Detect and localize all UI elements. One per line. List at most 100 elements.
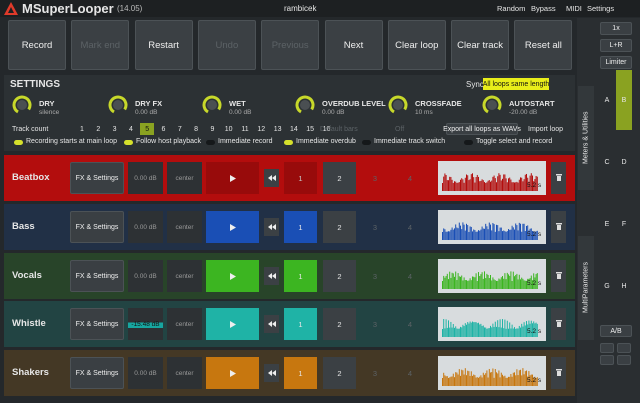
import-button[interactable]: Import loop [528,126,564,133]
param-slot[interactable]: G [599,256,615,316]
track-count-option[interactable]: 13 [273,125,282,133]
param-slot[interactable]: H [616,256,632,316]
toolbar-button[interactable]: Mark end [71,20,130,70]
track-count-option[interactable]: 10 [224,125,233,133]
slot-button[interactable]: 4 [407,222,413,232]
gain-field[interactable]: 0.00 dB [128,211,163,243]
side-button[interactable]: 1x [600,22,632,35]
knob [202,95,222,115]
fx-button[interactable]: FX & Settings [70,260,124,292]
checkbox[interactable] [464,140,473,145]
slot-button[interactable]: 1 [284,357,317,389]
pan-field[interactable]: center [167,211,202,243]
checkbox-label: Immediate track switch [374,138,446,145]
rewind-icon [268,273,276,279]
checkbox[interactable] [362,140,371,145]
toolbar-button[interactable]: Restart [134,20,193,70]
param-slot[interactable]: E [599,194,615,254]
checkbox[interactable] [206,140,215,145]
param-slot[interactable]: F [616,194,632,254]
slot-button[interactable]: 1 [284,211,317,243]
slot-button[interactable]: 4 [407,173,413,183]
gain-field[interactable]: 0.00 dB [128,162,163,194]
menu-item[interactable]: Settings [587,4,615,13]
gain-field[interactable]: 0.00 dB [128,260,163,292]
menu-item[interactable]: Bypass [531,4,556,13]
checkbox[interactable] [124,140,133,145]
toolbar-button[interactable]: Clear track [451,20,510,70]
toolbar-button[interactable]: Next [324,20,383,70]
side-icon[interactable] [617,343,631,353]
sync-value[interactable]: All loops same length [483,78,549,90]
ab-button[interactable]: A/B [600,325,632,337]
header-bar [0,0,640,17]
side-icon[interactable] [600,343,614,353]
toolbar-button[interactable]: Reset all [514,20,573,70]
track-count-option[interactable]: 5 [140,123,155,135]
slot-button[interactable]: 1 [284,162,317,194]
toolbar-button[interactable]: Previous [261,20,320,70]
menu-item[interactable]: Random [497,4,526,13]
menu-item[interactable]: MIDI [566,4,582,13]
slot-button[interactable]: 3 [372,271,378,281]
slot-button[interactable]: 2 [323,357,356,389]
slot-button[interactable]: 2 [323,211,356,243]
track-count-option[interactable]: 9 [210,125,215,133]
default-bars[interactable]: Default bars [320,126,358,133]
track-count-option[interactable]: 6 [161,125,166,133]
gain-field[interactable]: 0.00 dB [128,357,163,389]
track-count-option[interactable]: 7 [177,125,182,133]
loop-length: 5.2 s [527,182,542,189]
gain-field[interactable]: -15.48 dB [128,308,163,340]
side-button[interactable]: Limiter [600,56,632,69]
toolbar-button[interactable]: Record [8,20,66,70]
slot-button[interactable]: 3 [372,222,378,232]
track-count-option[interactable]: 2 [96,125,101,133]
fx-button[interactable]: FX & Settings [70,308,124,340]
knob [482,95,502,115]
pan-field[interactable]: center [167,162,202,194]
fx-button[interactable]: FX & Settings [70,211,124,243]
checkbox[interactable] [284,140,293,145]
side-icon[interactable] [600,355,614,365]
slot-button[interactable]: 2 [323,308,356,340]
track-count-option[interactable]: 11 [241,125,249,133]
rewind-icon [268,175,276,181]
export-button[interactable]: Export all loops as WAVs [443,123,521,135]
track-count-option[interactable]: 3 [112,125,117,133]
side-icon[interactable] [617,355,631,365]
slot-button[interactable]: 4 [407,368,413,378]
pan-field[interactable]: center [167,308,202,340]
slot-button[interactable]: 1 [284,260,317,292]
fx-button[interactable]: FX & Settings [70,357,124,389]
off-button[interactable]: Off [395,126,405,133]
pan-field[interactable]: center [167,260,202,292]
track-count-option[interactable]: 16 [322,125,331,133]
slot-button[interactable]: 3 [372,173,378,183]
slot-button[interactable]: 3 [372,319,378,329]
play-icon [230,273,236,280]
track-count-option[interactable]: 8 [194,125,199,133]
track-count-option[interactable]: 1 [80,125,84,133]
side-button[interactable]: L+R [600,39,632,52]
track-count-option[interactable]: 12 [257,125,266,133]
track-count-option[interactable]: 14 [289,125,298,133]
pan-field[interactable]: center [167,357,202,389]
preset-name[interactable]: rambicek [284,4,317,13]
checkbox[interactable] [14,140,23,145]
track-count-option[interactable]: 15 [306,125,315,133]
param-slot[interactable]: C [599,132,615,192]
slot-button[interactable]: 2 [323,162,356,194]
toolbar-button[interactable]: Clear loop [387,20,446,70]
slot-button[interactable]: 4 [407,271,413,281]
param-slot[interactable]: D [616,132,632,192]
slot-button[interactable]: 3 [372,368,378,378]
slot-button[interactable]: 1 [284,308,317,340]
track-count-option[interactable]: 4 [128,125,133,133]
slot-button[interactable]: 2 [323,260,356,292]
fx-button[interactable]: FX & Settings [70,162,124,194]
toolbar-button[interactable]: Undo [197,20,256,70]
param-slot[interactable]: A [599,70,615,130]
slot-button[interactable]: 4 [407,319,413,329]
param-slot[interactable]: B [616,70,632,130]
